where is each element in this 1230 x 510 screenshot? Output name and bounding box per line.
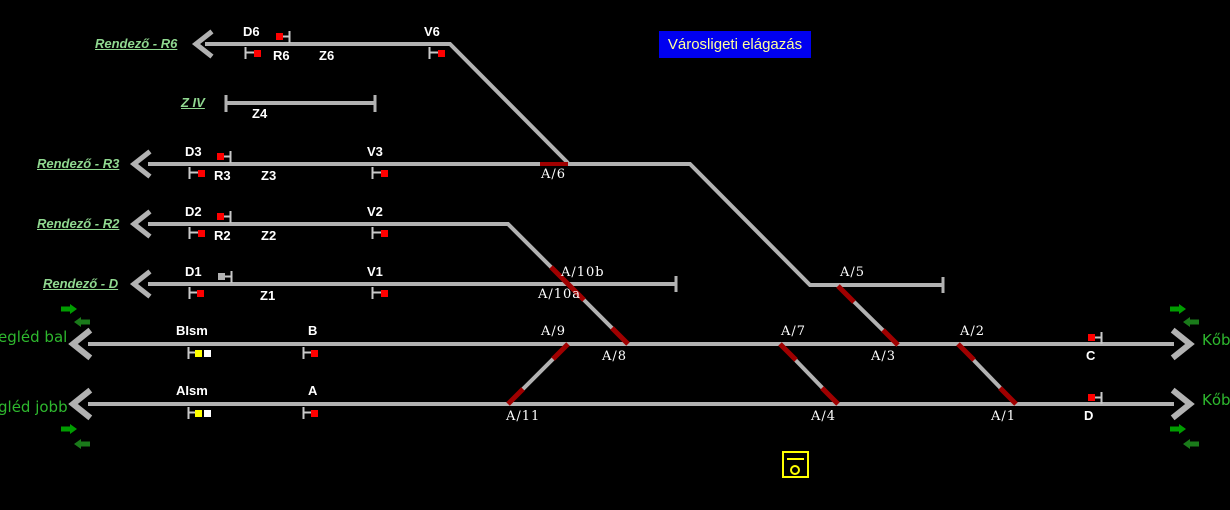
label-signal-r2: R2 — [214, 228, 231, 243]
label-track-z4: Z4 — [252, 106, 268, 121]
destination-rendezo-d[interactable]: Rendező - D — [43, 276, 119, 291]
switch-a11[interactable] — [506, 387, 525, 406]
destination-cegled-bal[interactable]: egléd bal — [0, 328, 68, 346]
arrow-right-kobanya-bal — [1170, 327, 1195, 361]
signal-b[interactable] — [302, 347, 319, 359]
label-signal-v3: V3 — [367, 144, 383, 159]
signal-r6[interactable] — [244, 47, 262, 59]
signal-bism[interactable] — [187, 347, 212, 359]
signal-aism[interactable] — [187, 407, 212, 419]
label-signal-bism: BIsm — [176, 323, 208, 338]
arrow-left-cegled-jobb — [68, 387, 93, 421]
switch-a10[interactable] — [549, 265, 586, 302]
label-signal-v1: V1 — [367, 264, 383, 279]
track-r2-to-a8 — [148, 222, 630, 346]
label-signal-aism: AIsm — [176, 383, 208, 398]
arrow-right-kobanya-jobb — [1170, 387, 1195, 421]
signal-r2[interactable] — [188, 227, 206, 239]
arrow-left-d — [129, 269, 152, 299]
direction-arrow-left-jobb-left[interactable] — [74, 439, 90, 449]
direction-arrow-right-jobb-left[interactable] — [61, 424, 77, 434]
label-signal-d-main: D — [1084, 408, 1094, 423]
label-switch-a9[interactable]: A/9 — [541, 324, 567, 339]
switch-a9[interactable] — [551, 342, 570, 361]
label-switch-a7[interactable]: A/7 — [781, 324, 807, 339]
signal-v1[interactable] — [371, 287, 389, 299]
signal-d1[interactable] — [218, 271, 233, 283]
destination-kobanya-bal[interactable]: Kőbá — [1202, 331, 1230, 349]
track-r3-to-a5 — [148, 162, 942, 287]
destination-cegled-jobb[interactable]: gléd jobb — [0, 398, 68, 416]
label-signal-b: B — [308, 323, 318, 338]
label-switch-a10a[interactable]: A/10a — [538, 287, 582, 302]
switch-a3[interactable] — [881, 328, 900, 347]
switch-a2[interactable] — [956, 342, 976, 362]
label-signal-d1: D1 — [185, 264, 202, 279]
switch-a8[interactable] — [610, 326, 630, 346]
signal-a[interactable] — [302, 407, 319, 419]
switch-a4[interactable] — [820, 386, 840, 406]
label-signal-r6: R6 — [273, 48, 290, 63]
signal-v6[interactable] — [428, 47, 446, 59]
signal-v2[interactable] — [371, 227, 389, 239]
arrow-left-r6 — [191, 29, 214, 59]
signal-d2[interactable] — [217, 211, 232, 223]
arrow-left-r3 — [129, 149, 152, 179]
label-signal-v6: V6 — [424, 24, 440, 39]
label-switch-a10b[interactable]: A/10b — [561, 265, 605, 280]
label-signal-d6: D6 — [243, 24, 260, 39]
label-track-z6: Z6 — [319, 48, 335, 63]
destination-rendezo-r2[interactable]: Rendező - R2 — [37, 216, 120, 231]
destination-z-iv[interactable]: Z IV — [181, 95, 205, 110]
direction-arrow-right-bal-right[interactable] — [1170, 304, 1186, 314]
direction-arrow-left-jobb-right[interactable] — [1183, 439, 1199, 449]
signal-r3[interactable] — [188, 167, 206, 179]
label-switch-a4[interactable]: A/4 — [811, 409, 837, 424]
local-control-icon[interactable] — [782, 451, 809, 478]
label-switch-a2[interactable]: A/2 — [960, 324, 986, 339]
label-signal-a: A — [308, 383, 318, 398]
label-track-z2: Z2 — [261, 228, 277, 243]
track-r6 — [205, 42, 570, 165]
label-switch-a5[interactable]: A/5 — [840, 265, 866, 280]
label-switch-a8[interactable]: A/8 — [602, 349, 628, 364]
switch-a1[interactable] — [998, 386, 1018, 406]
label-signal-c: C — [1086, 348, 1096, 363]
destination-rendezo-r6[interactable]: Rendező - R6 — [95, 36, 178, 51]
arrow-left-cegled-bal — [68, 327, 93, 361]
label-signal-d3: D3 — [185, 144, 202, 159]
switch-a5[interactable] — [836, 284, 856, 304]
label-switch-a6[interactable]: A/6 — [541, 167, 567, 182]
direction-arrow-right-bal-left[interactable] — [61, 304, 77, 314]
label-switch-a1[interactable]: A/1 — [991, 409, 1017, 424]
label-signal-r3: R3 — [214, 168, 231, 183]
signal-d1-dwarf[interactable] — [188, 287, 205, 299]
label-track-z1: Z1 — [260, 288, 276, 303]
signal-d[interactable] — [1088, 392, 1103, 404]
label-track-z3: Z3 — [261, 168, 277, 183]
signal-v3[interactable] — [371, 167, 389, 179]
destination-rendezo-r3[interactable]: Rendező - R3 — [37, 156, 120, 171]
arrow-left-r2 — [129, 209, 152, 239]
signal-c[interactable] — [1088, 332, 1103, 344]
label-signal-v2: V2 — [367, 204, 383, 219]
label-switch-a11[interactable]: A/11 — [506, 409, 541, 424]
label-signal-d2: D2 — [185, 204, 202, 219]
station-title: Városligeti elágazás — [659, 31, 811, 58]
direction-arrow-left-bal-right[interactable] — [1183, 317, 1199, 327]
switch-a7[interactable] — [778, 342, 798, 362]
label-switch-a3[interactable]: A/3 — [871, 349, 897, 364]
destination-kobanya-jobb[interactable]: Kőbá — [1202, 391, 1230, 409]
direction-arrow-left-bal-left[interactable] — [74, 317, 90, 327]
signal-d3[interactable] — [217, 151, 232, 163]
direction-arrow-right-jobb-right[interactable] — [1170, 424, 1186, 434]
signal-d6[interactable] — [276, 31, 291, 43]
